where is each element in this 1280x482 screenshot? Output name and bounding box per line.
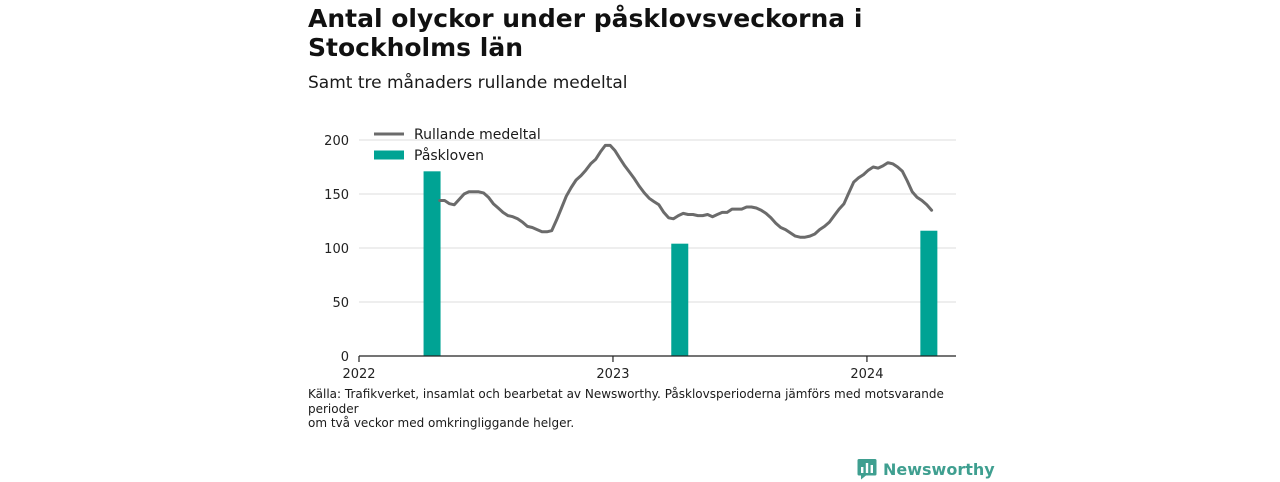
chart-card: Antal olyckor under påsklovsveckorna i S… xyxy=(308,0,995,480)
grid-layer xyxy=(359,139,956,303)
line-rullande-medeltal xyxy=(438,143,934,239)
axis-layer: 0 50 100 150 200 2022 2023 2024 xyxy=(324,134,956,382)
chart-title: Antal olyckor under påsklovsveckorna i S… xyxy=(308,4,863,62)
source-note: Källa: Trafikverket, insamlat och bearbe… xyxy=(308,387,968,431)
line-layer xyxy=(438,143,934,239)
legend-swatch-bar xyxy=(374,150,404,160)
newsworthy-logo-icon xyxy=(857,459,877,480)
chart-subtitle: Samt tre månaders rullande medeltal xyxy=(308,73,628,93)
x-tick-label: 2024 xyxy=(850,367,883,382)
y-tick-label: 0 xyxy=(341,350,349,365)
legend-label: Påskloven xyxy=(414,147,484,164)
legend: Rullande medeltal Påskloven xyxy=(374,127,541,164)
bar-paskloven-1 xyxy=(671,243,689,356)
x-tick-label: 2023 xyxy=(596,367,629,382)
source-line-2: om två veckor med omkringliggande helger… xyxy=(308,416,575,430)
x-tick-label: 2022 xyxy=(342,367,375,382)
chart-svg: 0 50 100 150 200 2022 2023 2024 Rullande medelt… xyxy=(324,127,956,382)
y-tick-label: 50 xyxy=(332,296,349,311)
legend-label: Rullande medeltal xyxy=(414,127,541,143)
brand-name: Newsworthy xyxy=(883,459,995,479)
source-line-1: Källa: Trafikverket, insamlat och bearbe… xyxy=(308,387,944,416)
y-tick-label: 150 xyxy=(324,188,349,203)
bar-paskloven-2 xyxy=(920,230,938,356)
brand-logo-group: Newsworthy xyxy=(857,456,995,482)
y-tick-label: 200 xyxy=(324,134,349,149)
y-tick-label: 100 xyxy=(324,242,349,257)
bar-paskloven-0 xyxy=(423,171,441,356)
bars-layer xyxy=(423,171,938,356)
